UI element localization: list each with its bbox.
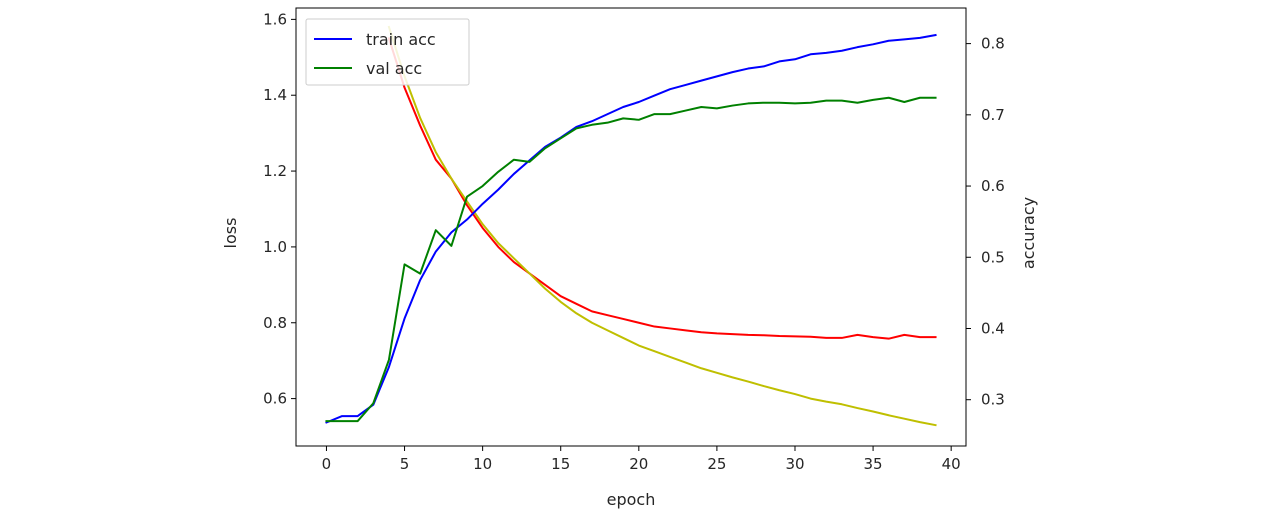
right-tick-label: 0.8	[981, 35, 1005, 53]
right-tick-label: 0.6	[981, 177, 1005, 195]
left-tick-label: 1.4	[263, 86, 287, 104]
x-tick-label: 5	[400, 455, 410, 473]
left-axis-title: loss	[221, 218, 240, 249]
right-tick-label: 0.7	[981, 106, 1005, 124]
left-tick-label: 0.6	[263, 390, 287, 408]
x-tick-label: 10	[473, 455, 492, 473]
x-tick-label: 40	[942, 455, 961, 473]
right-axis-title: accuracy	[1019, 197, 1038, 269]
train-acc-line	[325, 33, 937, 424]
series-2-line	[387, 25, 937, 427]
series-1-line	[387, 37, 937, 340]
plot-frame	[295, 7, 967, 447]
legend: train acc val acc	[305, 18, 470, 86]
x-axis-title: epoch	[607, 490, 656, 509]
x-tick-label: 20	[629, 455, 648, 473]
x-tick-label: 15	[551, 455, 570, 473]
right-tick-label: 0.5	[981, 248, 1005, 266]
legend-label-val-acc: val acc	[366, 59, 422, 78]
x-tick-label: 0	[322, 455, 332, 473]
series-layer	[325, 25, 937, 427]
ticks-layer: 0 5 10 15 20 25 30 35 40 0.6 0.8 1.0 1.2 1.4 1.6 0.3 0.4…	[263, 10, 1005, 473]
left-tick-label: 1.2	[263, 162, 287, 180]
x-tick-label: 35	[864, 455, 883, 473]
x-tick-label: 30	[785, 455, 804, 473]
x-tick-label: 25	[707, 455, 726, 473]
legend-label-train-acc: train acc	[366, 30, 436, 49]
right-tick-label: 0.4	[981, 319, 1005, 337]
val-acc-line	[325, 96, 937, 423]
left-tick-label: 0.8	[263, 314, 287, 332]
right-tick-label: 0.3	[981, 391, 1005, 409]
left-tick-label: 1.0	[263, 238, 287, 256]
left-tick-label: 1.6	[263, 10, 287, 28]
